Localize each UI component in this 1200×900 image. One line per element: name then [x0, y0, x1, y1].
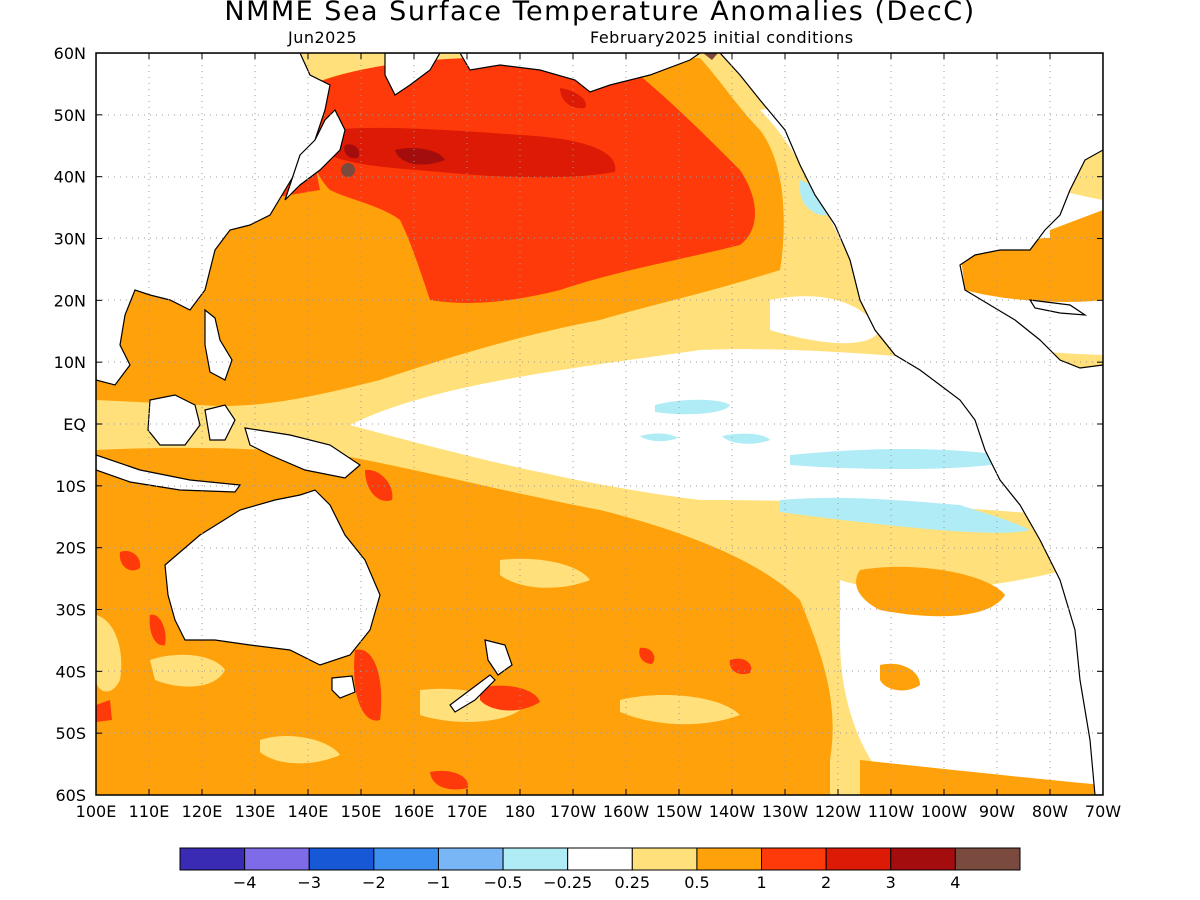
colorbar-label: −0.25 [543, 873, 592, 892]
coastlines [96, 53, 1103, 795]
y-tick-label: 10N [54, 353, 86, 372]
y-tick-label: 10S [55, 477, 86, 496]
colorbar-swatch [890, 847, 956, 871]
colorbar-label: 2 [821, 873, 831, 892]
y-tick-label: 30S [55, 601, 86, 620]
initial-conditions: February2025 initial conditions [590, 28, 854, 47]
colorbar-label: 3 [886, 873, 896, 892]
x-axis: 100E 110E 120E 130E 140E 150E 160E 170E 180 170W 1… [76, 53, 1121, 821]
colorbar-label: −2 [362, 873, 386, 892]
colorbar-label: −4 [233, 873, 257, 892]
x-tick-label: 150E [341, 802, 382, 821]
colorbar-swatch [373, 847, 439, 871]
y-tick-label: 20N [54, 291, 86, 310]
forecast-month: Jun2025 [288, 28, 358, 47]
colorbar-swatch [308, 847, 375, 871]
x-tick-label: 120E [182, 802, 223, 821]
colorbar-swatch [179, 847, 246, 871]
x-tick-label: 160E [394, 802, 435, 821]
x-tick-label: 90W [979, 802, 1015, 821]
y-tick-label: 40N [54, 168, 86, 187]
colorbar-label: 0.5 [684, 873, 709, 892]
x-tick-label: 100W [921, 802, 968, 821]
x-tick-label: 130E [235, 802, 276, 821]
x-tick-label: 120W [815, 802, 862, 821]
y-tick-label: EQ [63, 415, 86, 434]
x-tick-label: 180 [505, 802, 536, 821]
graticule [96, 53, 1103, 795]
colorbar-swatch [502, 847, 569, 871]
colorbar-label: −0.5 [484, 873, 523, 892]
y-tick-label: 50N [54, 106, 86, 125]
x-tick-label: 170W [550, 802, 597, 821]
x-tick-label: 70W [1085, 802, 1121, 821]
colorbar-swatch [437, 847, 504, 871]
y-tick-label: 50S [55, 724, 86, 743]
x-tick-label: 170E [447, 802, 488, 821]
x-tick-label: 150W [656, 802, 703, 821]
colorbar-labels: −4 −3 −2 −1 −0.5 −0.25 0.25 0.5 1 2 3 4 [233, 873, 961, 892]
x-tick-label: 110W [868, 802, 915, 821]
x-tick-label: 130W [762, 802, 809, 821]
x-tick-label: 100E [76, 802, 117, 821]
colorbar-label: 4 [950, 873, 960, 892]
colorbar-label: 1 [756, 873, 766, 892]
colorbar-swatch [244, 847, 310, 871]
colorbar-label: 0.25 [614, 873, 650, 892]
map-title: NMME Sea Surface Temperature Anomalies (… [224, 0, 976, 27]
colorbar-swatch [761, 847, 827, 871]
y-tick-label: 20S [55, 539, 86, 558]
y-tick-label: 60N [54, 44, 86, 63]
colorbar-swatch [631, 847, 698, 871]
colorbar-label: −1 [427, 873, 451, 892]
colorbar [179, 847, 1021, 871]
colorbar-label: −3 [297, 873, 321, 892]
colorbar-swatch [696, 847, 763, 871]
y-tick-label: 60S [55, 786, 86, 805]
x-tick-label: 110E [129, 802, 170, 821]
colorbar-swatch [954, 847, 1021, 871]
y-tick-label: 40S [55, 662, 86, 681]
x-tick-label: 80W [1032, 802, 1068, 821]
colorbar-swatch [567, 847, 633, 871]
y-tick-label: 30N [54, 230, 86, 249]
y-axis: 60N 50N 40N 30N 20N 10N EQ 10S 20S 30S 40S 50S 60S [54, 44, 1103, 805]
x-tick-label: 160W [603, 802, 650, 821]
colorbar-swatch [825, 847, 892, 871]
x-tick-label: 140E [288, 802, 329, 821]
x-tick-label: 140W [709, 802, 756, 821]
